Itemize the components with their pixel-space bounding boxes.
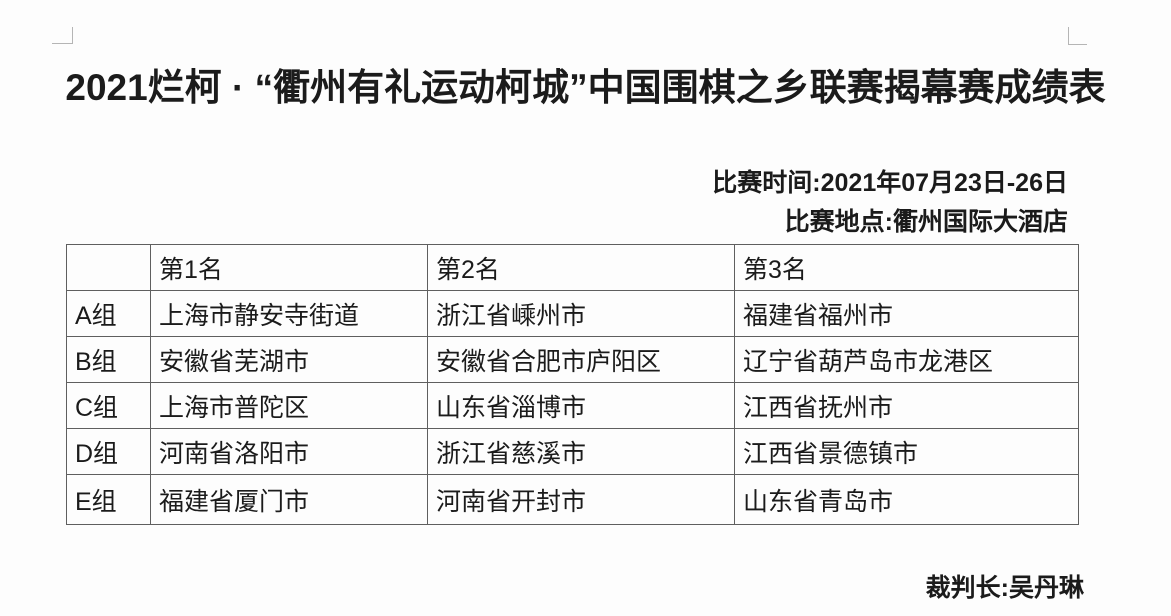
table-header-row: 第1名 第2名 第3名 xyxy=(66,244,1079,291)
group-label: C组 xyxy=(66,382,151,429)
group-label: D组 xyxy=(66,428,151,475)
second-place-cell: 河南省开封市 xyxy=(427,474,735,525)
header-group-cell xyxy=(66,244,151,291)
chief-referee-line: 裁判长:吴丹琳 xyxy=(925,574,1084,602)
table-row-group-c: C组 上海市普陀区 山东省淄博市 江西省抚州市 xyxy=(66,382,1079,429)
third-place-cell: 辽宁省葫芦岛市龙港区 xyxy=(734,336,1079,383)
margin-corner-mark-top-right xyxy=(1068,27,1087,45)
table-row-group-b: B组 安徽省芜湖市 安徽省合肥市庐阳区 辽宁省葫芦岛市龙港区 xyxy=(66,336,1079,383)
competition-venue-line: 比赛地点:衢州国际大酒店 xyxy=(784,208,1068,236)
group-label: A组 xyxy=(66,290,151,337)
margin-corner-mark-top-left xyxy=(52,27,73,44)
header-second-place: 第2名 xyxy=(427,244,735,291)
second-place-cell: 浙江省慈溪市 xyxy=(427,428,735,475)
table-row-group-e: E组 福建省厦门市 河南省开封市 山东省青岛市 xyxy=(66,474,1079,525)
group-label: E组 xyxy=(66,474,151,525)
third-place-cell: 江西省抚州市 xyxy=(734,382,1079,429)
first-place-cell: 河南省洛阳市 xyxy=(150,428,428,475)
second-place-cell: 山东省淄博市 xyxy=(427,382,735,429)
header-third-place: 第3名 xyxy=(734,244,1079,291)
third-place-cell: 山东省青岛市 xyxy=(734,474,1079,525)
results-table: 第1名 第2名 第3名 A组 上海市静安寺街道 浙江省嵊州市 福建省福州市 B组… xyxy=(66,244,1079,525)
second-place-cell: 浙江省嵊州市 xyxy=(427,290,735,337)
header-first-place: 第1名 xyxy=(150,244,428,291)
third-place-cell: 福建省福州市 xyxy=(734,290,1079,337)
first-place-cell: 上海市静安寺街道 xyxy=(150,290,428,337)
table-row-group-a: A组 上海市静安寺街道 浙江省嵊州市 福建省福州市 xyxy=(66,290,1079,337)
second-place-cell: 安徽省合肥市庐阳区 xyxy=(427,336,735,383)
third-place-cell: 江西省景德镇市 xyxy=(734,428,1079,475)
first-place-cell: 上海市普陀区 xyxy=(150,382,428,429)
first-place-cell: 福建省厦门市 xyxy=(150,474,428,525)
group-label: B组 xyxy=(66,336,151,383)
competition-time-line: 比赛时间:2021年07月23日-26日 xyxy=(712,169,1068,197)
page-title: 2021烂柯 · “衢州有礼运动柯城”中国围棋之乡联赛揭幕赛成绩表 xyxy=(65,67,1106,108)
first-place-cell: 安徽省芜湖市 xyxy=(150,336,428,383)
table-row-group-d: D组 河南省洛阳市 浙江省慈溪市 江西省景德镇市 xyxy=(66,428,1079,475)
